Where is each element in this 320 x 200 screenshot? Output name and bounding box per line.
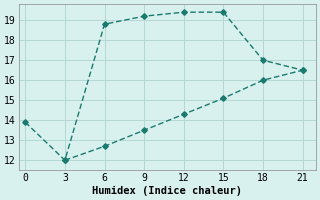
X-axis label: Humidex (Indice chaleur): Humidex (Indice chaleur) xyxy=(92,186,242,196)
